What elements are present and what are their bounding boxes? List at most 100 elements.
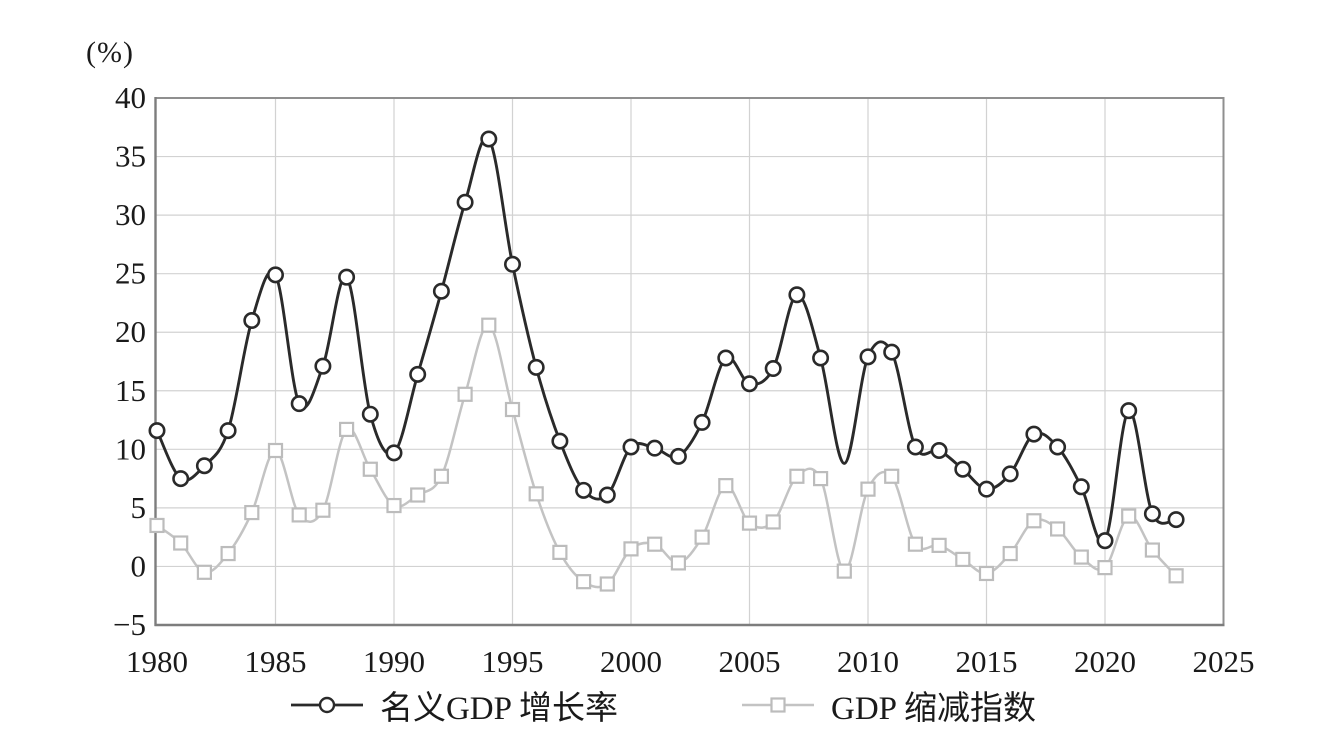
- gdp-deflator-data-point-marker: [623, 541, 639, 557]
- gdp-deflator-data-point-marker: [457, 386, 473, 402]
- nominal-gdp-data-point-marker: [314, 357, 332, 375]
- nominal-gdp-data-point-marker: [172, 470, 190, 488]
- gdp-deflator-data-point-marker: [362, 461, 378, 477]
- gdp-deflator-data-point-marker: [504, 401, 521, 418]
- legend-label-gdp-deflator: GDP 缩减指数: [831, 691, 1037, 727]
- nominal-gdp-data-point-marker: [646, 439, 664, 457]
- nominal-gdp-data-point-marker: [551, 432, 569, 450]
- x-axis-tick-label: 1990: [363, 644, 425, 679]
- gdp-deflator-data-point-marker: [741, 515, 758, 531]
- series-nominal-gdp: [148, 130, 1185, 550]
- nominal-gdp-data-point-marker: [740, 375, 758, 393]
- nominal-gdp-data-point-marker: [598, 486, 616, 504]
- gdp-deflator-data-point-marker: [812, 471, 829, 487]
- y-axis-tick-label: 35: [115, 139, 146, 174]
- x-axis-tick-label: 2005: [719, 644, 781, 679]
- nominal-gdp-data-point-marker: [812, 349, 830, 367]
- nominal-gdp-data-point-marker: [338, 268, 356, 286]
- y-axis-tick-label: 5: [131, 490, 147, 525]
- nominal-gdp-data-point-marker: [266, 266, 284, 284]
- nominal-gdp-data-point-marker: [219, 422, 237, 440]
- gdp-deflator-data-point-marker: [149, 517, 165, 534]
- gdp-deflator-data-point-marker: [196, 564, 212, 580]
- gdp-deflator-data-point-marker: [1049, 521, 1066, 537]
- nominal-gdp-data-point-marker: [954, 460, 972, 478]
- gdp-deflator-data-point-marker: [1002, 545, 1018, 562]
- x-axis-tick-label: 1985: [245, 644, 307, 679]
- y-axis-tick-label: 10: [115, 431, 146, 466]
- gdp-deflator-data-point-marker: [410, 487, 426, 503]
- gdp-deflator-data-point-marker: [386, 497, 402, 514]
- nominal-gdp-data-point-marker: [243, 312, 261, 330]
- square-marker-line-icon: [742, 697, 814, 713]
- gdp-deflator-data-point-marker: [860, 481, 876, 497]
- nominal-gdp-data-point-marker: [409, 365, 427, 383]
- gdp-deflator-data-point-marker: [670, 555, 687, 571]
- gdp-deflator-data-point-marker: [884, 468, 900, 484]
- x-axis-tick-label: 1995: [482, 644, 544, 679]
- nominal-gdp-data-point-marker: [693, 413, 711, 431]
- gdp-deflator-data-point-marker: [955, 551, 971, 568]
- nominal-gdp-data-point-marker: [290, 395, 308, 413]
- legend-label-nominal-gdp: 名义GDP 增长率: [379, 691, 618, 727]
- nominal-gdp-data-point-marker: [788, 286, 806, 304]
- gdp-deflator-data-point-marker: [1144, 542, 1161, 558]
- gdp-deflator-data-point-marker: [1097, 560, 1113, 576]
- grid: [155, 98, 1224, 625]
- gdp-deflator-data-point-marker: [315, 502, 331, 518]
- gdp-deflator-data-point-marker: [931, 537, 947, 553]
- gdp-deflator-data-point-marker: [481, 317, 497, 333]
- gdp-deflator-data-point-marker: [1168, 568, 1184, 584]
- gdp-deflator-data-point-marker: [1073, 549, 1089, 565]
- x-axis-tick-label: 1980: [126, 644, 188, 679]
- nominal-gdp-data-point-marker: [1143, 505, 1161, 523]
- nominal-gdp-data-point-marker: [195, 457, 213, 475]
- nominal-gdp-data-point-marker: [622, 438, 640, 456]
- legend: 名义GDP 增长率 GDP 缩减指数: [0, 681, 1325, 729]
- gdp-deflator-data-point-marker: [552, 544, 568, 560]
- nominal-gdp-data-point-marker: [930, 442, 948, 460]
- y-axis-tick-label: 40: [115, 80, 146, 115]
- gdp-deflator-data-point-marker: [978, 565, 995, 582]
- nominal-gdp-data-point-marker: [456, 193, 474, 211]
- nominal-gdp-data-point-marker: [1167, 511, 1185, 529]
- nominal-gdp-data-point-marker: [1120, 402, 1138, 420]
- nominal-gdp-data-point-marker: [1072, 478, 1090, 496]
- legend-item-nominal-gdp: 名义GDP 增长率: [289, 681, 618, 729]
- nominal-gdp-data-point-marker: [1096, 532, 1114, 550]
- y-axis-tick-label: 15: [115, 373, 146, 408]
- nominal-gdp-data-point-marker: [906, 438, 924, 456]
- nominal-gdp-data-point-marker: [527, 358, 545, 376]
- y-axis-unit-label: (%): [86, 36, 134, 69]
- nominal-gdp-data-point-marker: [717, 349, 735, 367]
- nominal-gdp-data-point-marker: [503, 255, 521, 273]
- gdp-deflator-data-point-marker: [1026, 513, 1042, 529]
- gdp-deflator-data-point-marker: [339, 421, 355, 438]
- gdp-deflator-data-point-marker: [694, 529, 710, 545]
- gdp-deflator-data-point-marker: [173, 535, 189, 551]
- gdp-deflator-data-point-marker: [528, 486, 544, 502]
- x-axis-tick-label: 2010: [837, 644, 899, 679]
- gdp-deflator-data-point-marker: [433, 468, 449, 484]
- y-axis-tick-label: −5: [113, 607, 146, 642]
- nominal-gdp-data-point-marker: [385, 444, 403, 462]
- gdp-deflator-data-point-marker: [765, 514, 781, 530]
- nominal-gdp-data-point-marker: [764, 360, 782, 378]
- nominal-gdp-data-point-marker: [977, 480, 995, 498]
- nominal-gdp-data-point-marker: [1049, 438, 1067, 456]
- nominal-gdp-data-point-marker: [1025, 425, 1043, 443]
- nominal-gdp-data-point-marker: [575, 481, 593, 499]
- series-gdp-deflator: [149, 317, 1184, 592]
- circle-marker-line-icon: [290, 696, 363, 714]
- gdp-deflator-data-point-marker: [647, 536, 663, 552]
- nominal-gdp-data-point-marker: [148, 422, 166, 440]
- plot-frame: [154, 97, 1225, 626]
- nominal-gdp-data-point-marker: [859, 348, 877, 366]
- x-axis-labels: 1980 1985 1990 1995 2000 2005 2010 2015 2020 2025: [126, 644, 1255, 679]
- y-axis-tick-label: 30: [115, 197, 146, 232]
- x-axis-tick-label: 2020: [1074, 644, 1136, 679]
- gdp-deflator-data-point-marker: [907, 536, 924, 552]
- nominal-gdp-data-point-marker: [669, 447, 687, 465]
